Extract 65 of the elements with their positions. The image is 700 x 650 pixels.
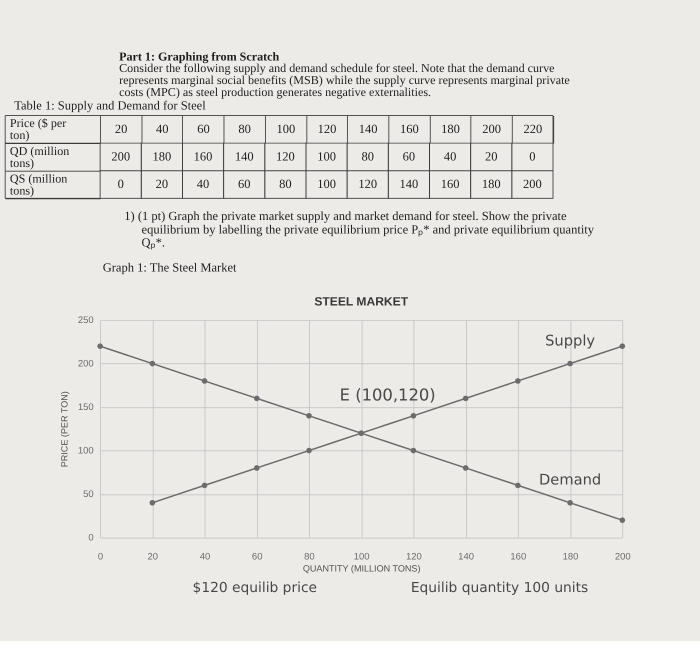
data-label: 200 [111, 149, 130, 164]
data-label: 60 [238, 177, 250, 192]
y-tick-label: 250 [78, 315, 94, 326]
x-tick-label: 100 [354, 552, 370, 563]
data-label: 100 [317, 177, 336, 192]
data-label: 40 [444, 149, 456, 164]
chart-title: STEEL MARKET [314, 294, 409, 308]
series-label: Supply [545, 332, 596, 350]
data-label: 0 [529, 149, 536, 164]
x-tick-label: 160 [510, 552, 526, 563]
x-tick-label: 20 [147, 552, 158, 563]
x-axis-title: QUANTITY (MILLION TONS) [302, 564, 420, 574]
text: Equilib quantity 100 units [410, 580, 588, 596]
data-label: 180 [482, 177, 501, 192]
data-label: 0 [118, 177, 124, 192]
y-tick-label: 50 [83, 489, 94, 500]
text: 1) (1 pt) Graph the private market supply and market demand for steel. Show the private equilibrium by labelling the private equilibrium price Pₚ* and private equilibrium quantity Qₚ*. [124, 208, 595, 250]
x-tick-label: 160 [400, 122, 419, 136]
x-tick-label: 220 [523, 122, 542, 136]
y-tick-label: 200 [78, 358, 94, 370]
data-label: 160 [194, 149, 212, 164]
x-tick-label: 120 [318, 122, 336, 136]
y-tick-label: 150 [78, 402, 94, 414]
data-label: 160 [440, 177, 460, 192]
y-tick-label: 100 [78, 446, 94, 457]
y-tick-label: 0 [88, 532, 94, 544]
series-label: Demand [539, 472, 602, 489]
data-label: 120 [358, 177, 378, 192]
data-label: 20 [156, 177, 168, 192]
x-tick-label: 200 [482, 122, 502, 136]
data-label: 140 [234, 149, 254, 164]
data-label: 80 [361, 149, 374, 164]
y-axis-title: PRICE (PER TON) [59, 391, 70, 468]
x-tick-label: 80 [238, 122, 251, 136]
x-tick-label: 60 [197, 122, 210, 136]
x-tick-label: 40 [156, 122, 169, 136]
caption: Graph 1: The Steel Market [102, 260, 237, 274]
y-tick-label: QS (million tons) [10, 171, 68, 198]
x-tick-label: 180 [562, 552, 578, 563]
chart-title: Table 1: Supply and Demand for Steel [14, 98, 206, 112]
x-tick-label: 40 [200, 552, 210, 563]
x-tick-label: 100 [276, 122, 296, 136]
data-label: 100 [317, 149, 336, 164]
text: $120 equilib price [192, 580, 318, 596]
data-label: 120 [276, 149, 295, 164]
text: Part 1: Graphing from Scratch [119, 49, 280, 64]
x-tick-label: 120 [406, 552, 422, 563]
x-tick-label: 60 [252, 552, 262, 563]
data-label: 80 [279, 177, 292, 192]
x-tick-label: 140 [358, 122, 378, 136]
data-label: 140 [400, 177, 418, 192]
data-label: 20 [485, 149, 498, 164]
x-tick-label: 20 [114, 122, 128, 136]
data-label: 40 [196, 177, 210, 192]
data-label: 200 [523, 177, 542, 192]
x-tick-label: 200 [614, 552, 631, 563]
x-tick-label: 180 [441, 122, 460, 136]
annotation: E (100,120) [340, 385, 436, 404]
data-label: 60 [402, 149, 416, 164]
x-axis-title: Price ($ per ton) [10, 116, 66, 142]
x-tick-label: 0 [98, 552, 104, 563]
y-tick-label: QD (million tons) [10, 144, 70, 170]
data-label: 180 [152, 149, 172, 164]
x-tick-label: 80 [304, 552, 315, 563]
x-tick-label: 140 [458, 552, 474, 563]
